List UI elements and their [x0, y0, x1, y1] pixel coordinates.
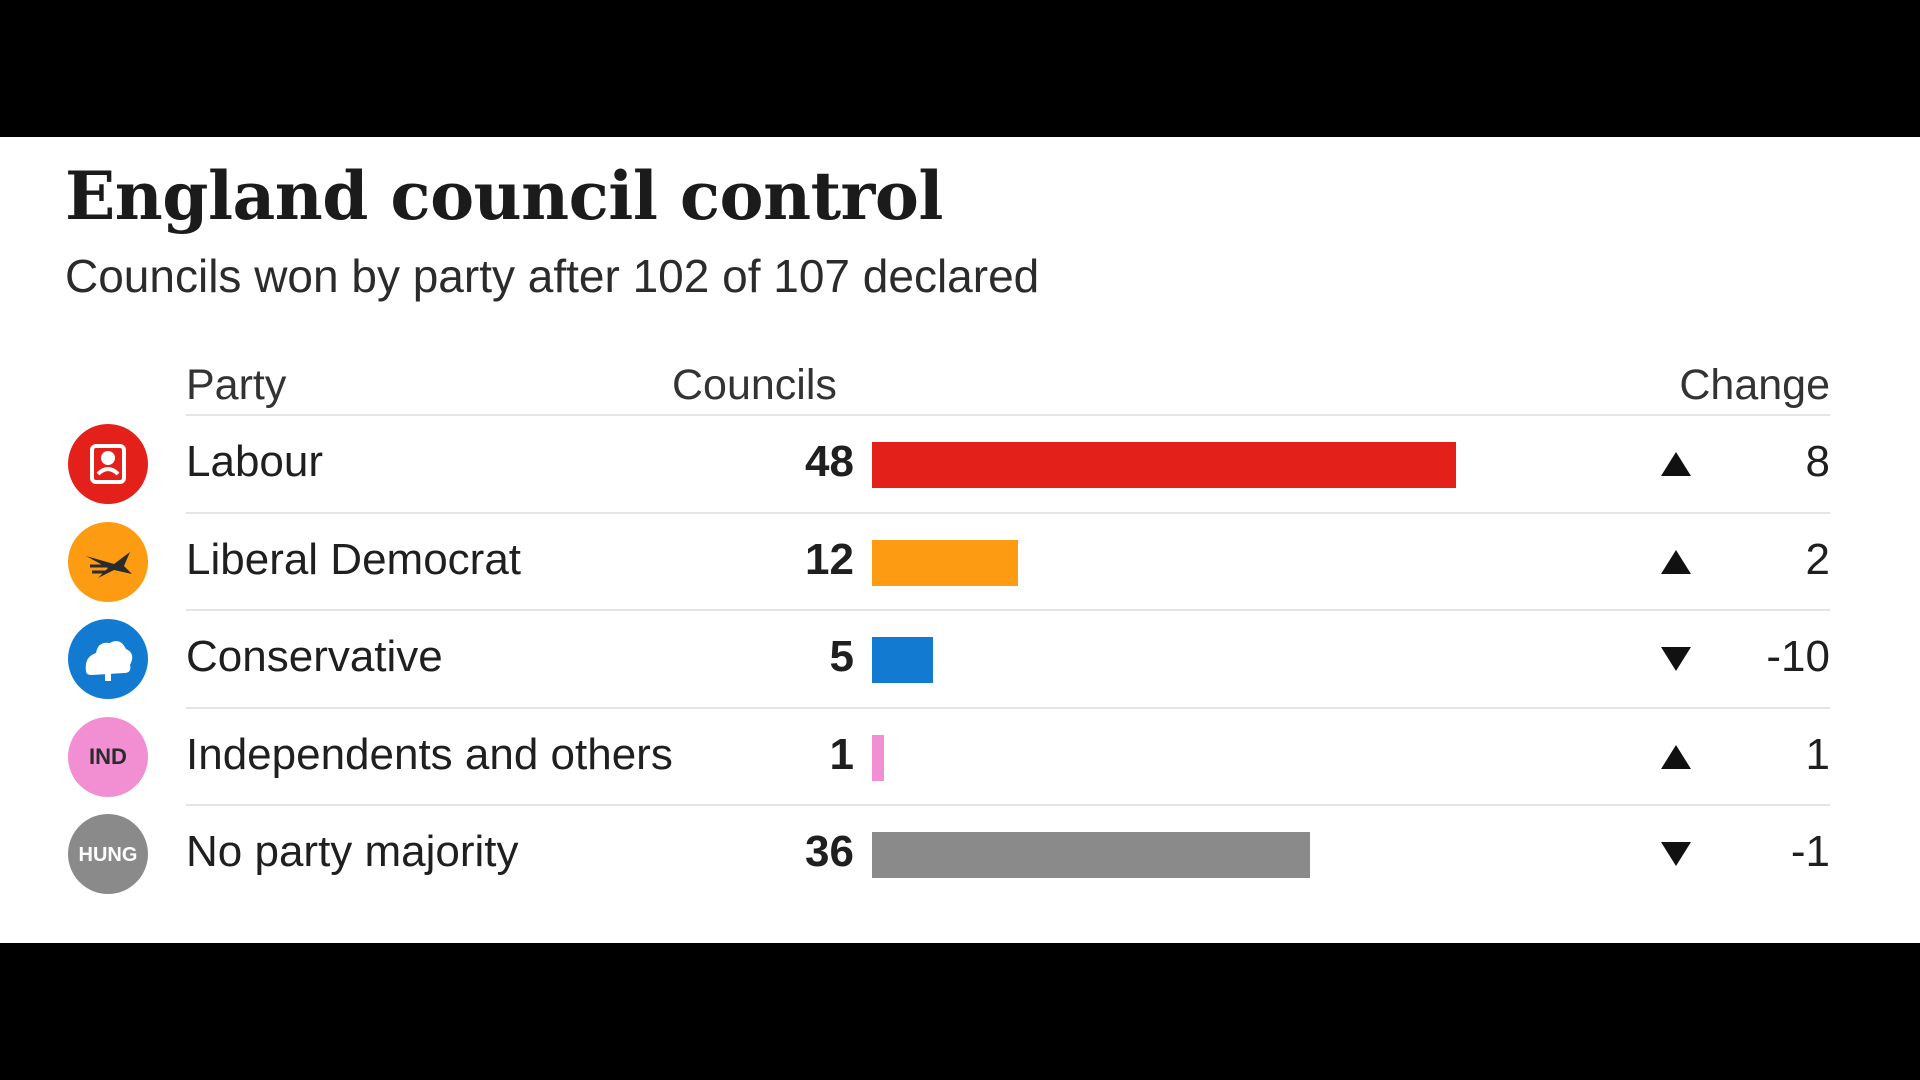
- chart-subtitle: Councils won by party after 102 of 107 d…: [65, 250, 1040, 302]
- independent-badge-icon: IND: [68, 716, 148, 797]
- party-name: Conservative: [186, 632, 443, 681]
- bar: [872, 637, 933, 683]
- councils-value: 48: [805, 437, 854, 486]
- conservative-tree-icon: [68, 619, 148, 699]
- arrow-up-icon: [1661, 452, 1691, 476]
- letterbox-bottom: [0, 943, 1920, 1080]
- party-name: Labour: [186, 437, 324, 486]
- table-row: HUNG No party majority 36 -1: [0, 806, 1920, 903]
- column-header-councils: Councils: [672, 361, 837, 409]
- libdem-bird-icon: [68, 521, 148, 602]
- column-header-change: Change: [1679, 361, 1830, 409]
- table-row: Labour 48 8: [0, 416, 1920, 513]
- change-value: 1: [1805, 729, 1830, 779]
- logo-text: IND: [89, 744, 127, 769]
- party-name: Independents and others: [186, 729, 673, 779]
- row-divider: [186, 609, 1830, 611]
- table-row: IND Independents and others 1 1: [0, 709, 1920, 806]
- letterbox-top: [0, 0, 1920, 137]
- arrow-up-icon: [1661, 549, 1691, 574]
- row-divider: [186, 706, 1830, 709]
- change-value: -10: [1766, 632, 1830, 681]
- councils-value: 36: [805, 827, 854, 876]
- row-divider: [186, 414, 1830, 416]
- table-row: Liberal Democrat 12 2: [0, 514, 1920, 611]
- change-value: 2: [1805, 534, 1830, 584]
- councils-value: 1: [829, 729, 854, 779]
- party-name: Liberal Democrat: [186, 534, 522, 584]
- arrow-up-icon: [1661, 744, 1691, 769]
- arrow-down-icon: [1661, 842, 1691, 866]
- councils-value: 12: [805, 534, 854, 584]
- change-value: -1: [1790, 827, 1830, 876]
- councils-value: 5: [829, 632, 854, 681]
- chart-panel: England council control Councils won by …: [0, 137, 1920, 943]
- chart-title: England council control: [65, 157, 943, 235]
- hung-badge-icon: HUNG: [68, 814, 148, 894]
- bar: [872, 832, 1310, 878]
- labour-rose-icon: [68, 424, 148, 504]
- party-name: No party majority: [186, 827, 519, 876]
- change-value: 8: [1805, 437, 1830, 486]
- column-header-party: Party: [186, 361, 287, 409]
- logo-text: HUNG: [79, 844, 138, 866]
- bar: [872, 539, 1018, 586]
- bar: [872, 442, 1456, 488]
- arrow-down-icon: [1661, 647, 1691, 671]
- table-row: Conservative 5 -10: [0, 611, 1920, 708]
- bar: [872, 734, 884, 781]
- row-divider: [186, 511, 1830, 514]
- row-divider: [186, 804, 1830, 806]
